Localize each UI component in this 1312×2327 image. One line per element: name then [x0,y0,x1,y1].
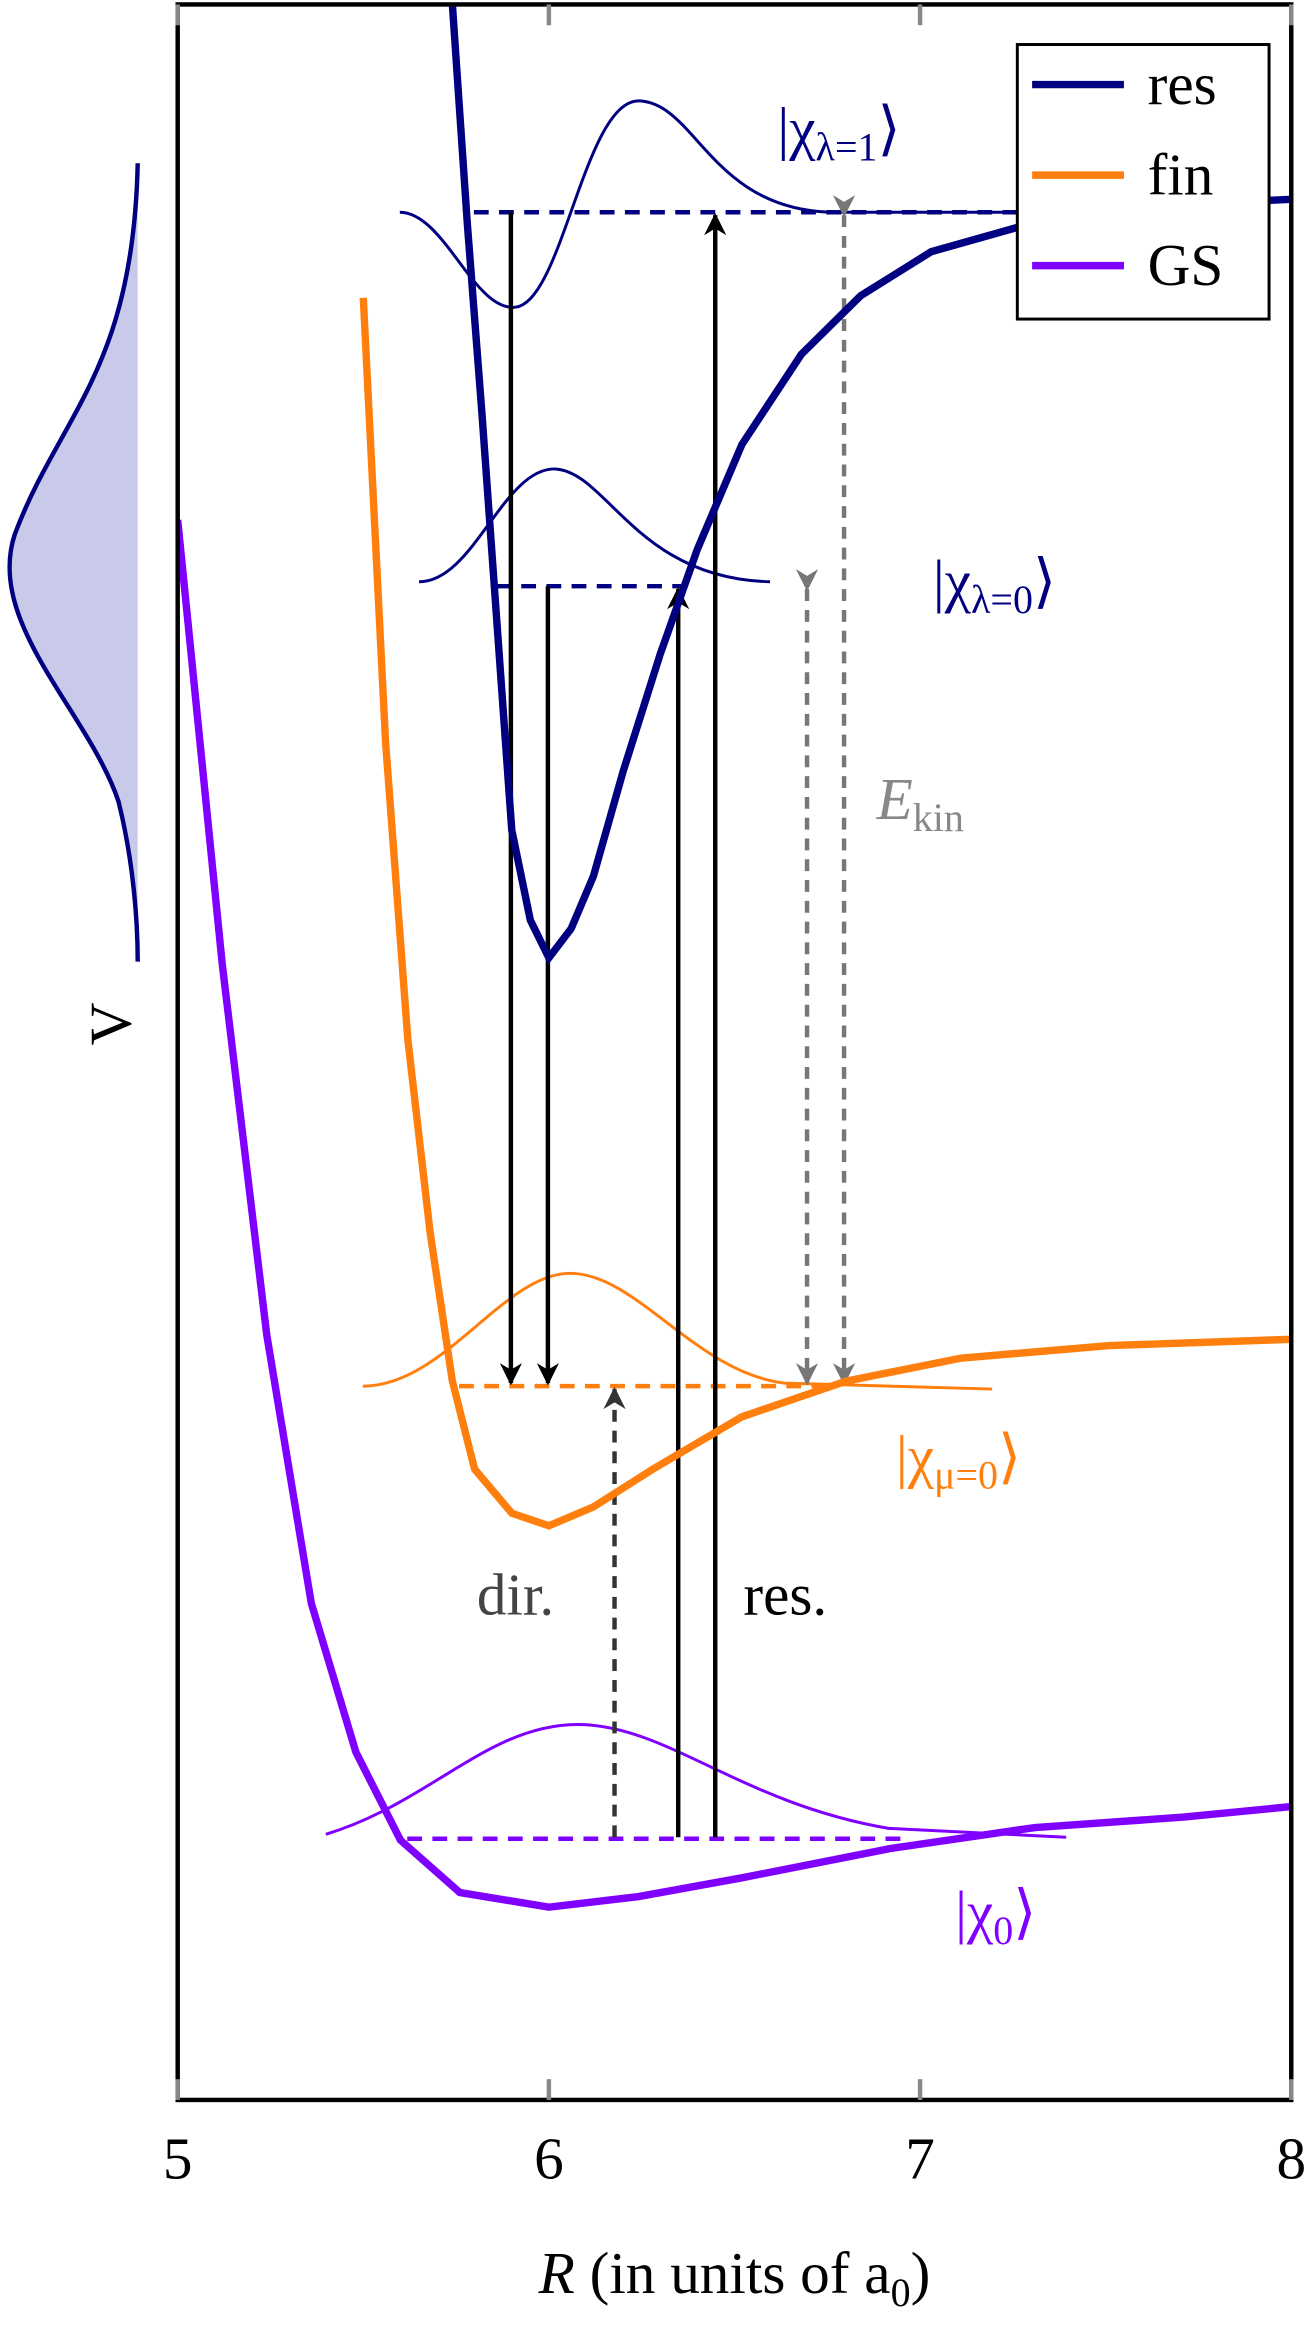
x-tick-label: 7 [905,2126,935,2192]
annotation: dir. [477,1562,554,1628]
annotation: Ekin [876,766,964,840]
legend-label: GS [1148,232,1224,298]
series-line [448,4,1292,965]
annotation: |χ0⟩ [955,1879,1036,1953]
series-line [177,519,1292,1911]
annotation: |χλ=0⟩ [933,548,1056,622]
wavefunction [362,1271,993,1391]
inset-curve [7,163,140,962]
series-line [359,297,1292,1530]
annotation: |χμ=0⟩ [896,1424,1021,1498]
wavefunction [399,99,1037,309]
inset-fill [9,163,138,962]
plot-area [177,4,1292,1911]
wavefunction [419,467,771,584]
annotation: |χλ=1⟩ [777,95,900,169]
x-tick-label: 8 [1276,2126,1306,2192]
y-label: V [77,1002,143,1045]
legend-box [1015,43,1271,321]
plot-frame [175,2,1294,2103]
legend-label: res [1148,51,1217,117]
annotation: res. [743,1562,827,1628]
x-tick-label: 5 [163,2126,193,2192]
legend-label: fin [1148,141,1214,207]
x-tick-label: 6 [534,2126,564,2192]
wavefunction [325,1722,1067,1839]
x-label: R (in units of a0) [538,2240,931,2315]
